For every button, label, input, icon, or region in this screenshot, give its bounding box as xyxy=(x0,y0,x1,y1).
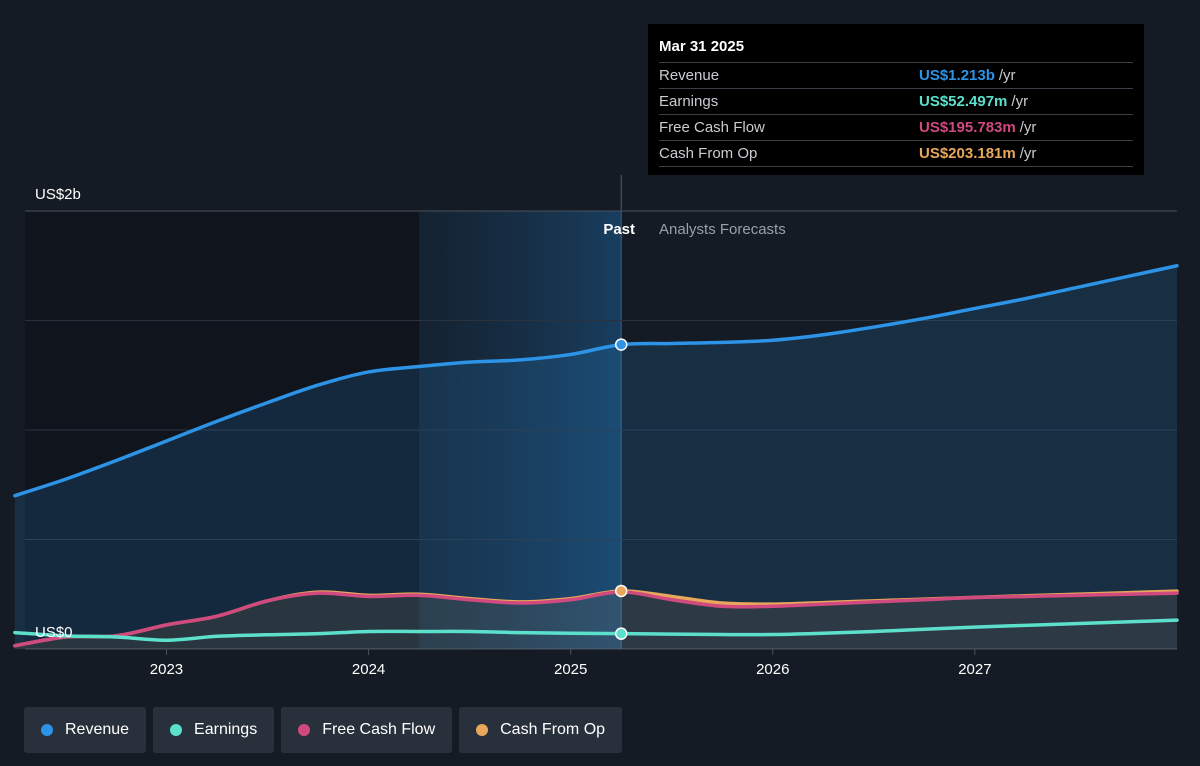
revenue-marker[interactable] xyxy=(614,338,628,351)
x-tick-label: 2025 xyxy=(554,661,587,678)
x-tick-label: 2027 xyxy=(958,661,991,678)
legend-dot-icon xyxy=(476,724,489,736)
tooltip-row-value: US$195.783m xyxy=(919,119,1016,136)
tooltip-row-unit: /yr xyxy=(1011,93,1029,110)
legend-dot-icon xyxy=(170,724,183,736)
y-axis-label-bottom: US$0 xyxy=(35,624,73,641)
tooltip-row: Revenue US$1.213b/yr xyxy=(659,62,1133,88)
free-cash-flow-line xyxy=(13,590,1179,648)
legend-item-earnings[interactable]: Earnings xyxy=(153,707,275,753)
forecast-label: Analysts Forecasts xyxy=(659,221,786,238)
x-tick-label: 2024 xyxy=(352,661,385,678)
legend-label: Free Cash Flow xyxy=(322,721,436,738)
tooltip-row-label: Revenue xyxy=(659,67,720,84)
revenue-area xyxy=(14,265,1177,649)
tooltip-row-unit: /yr xyxy=(998,67,1016,84)
tooltip-row-value: US$203.181m xyxy=(919,145,1016,162)
revenue-line xyxy=(13,264,1179,498)
tooltip-row-value: US$52.497m xyxy=(919,93,1008,110)
earnings-marker[interactable] xyxy=(614,627,628,640)
tooltip-panel: Mar 31 2025 Revenue US$1.213b/yr Earnings U… xyxy=(648,24,1144,175)
legend-label: Cash From Op xyxy=(500,721,606,738)
tooltip-row: Free Cash Flow US$195.783m/yr xyxy=(659,114,1133,140)
y-axis-label-top: US$2b xyxy=(35,186,81,203)
legend-item-free-cash-flow[interactable]: Free Cash Flow xyxy=(281,707,453,753)
tooltip-date: Mar 31 2025 xyxy=(659,38,745,55)
tooltip-row-value: US$1.213b xyxy=(919,67,995,84)
earnings-line xyxy=(13,618,1179,642)
tooltip-row-label: Cash From Op xyxy=(659,145,758,162)
legend: Revenue Earnings Free Cash Flow Cash From O… xyxy=(24,707,623,753)
tooltip-row-unit: /yr xyxy=(1019,119,1037,136)
tooltip-row-unit: /yr xyxy=(1019,145,1037,162)
tooltip-row-label: Free Cash Flow xyxy=(659,119,765,136)
legend-label: Revenue xyxy=(65,721,130,738)
x-tick-label: 2026 xyxy=(756,661,789,678)
chart-area: US$2b US$0 Past Analysts Forecasts 2023 2… xyxy=(13,175,1179,678)
past-label: Past xyxy=(603,221,635,238)
tooltip-row-label: Earnings xyxy=(659,93,719,110)
cash-from-op-marker[interactable] xyxy=(614,584,628,598)
legend-item-cash-from-op[interactable]: Cash From Op xyxy=(459,707,623,753)
legend-item-revenue[interactable]: Revenue xyxy=(24,707,147,753)
tooltip-row: Cash From Op US$203.181m/yr xyxy=(659,140,1133,167)
tooltip-row: Earnings US$52.497m/yr xyxy=(659,88,1133,114)
legend-dot-icon xyxy=(298,724,311,736)
legend-dot-icon xyxy=(41,724,53,736)
legend-label: Earnings xyxy=(194,721,258,738)
x-tick-label: 2023 xyxy=(150,661,183,678)
